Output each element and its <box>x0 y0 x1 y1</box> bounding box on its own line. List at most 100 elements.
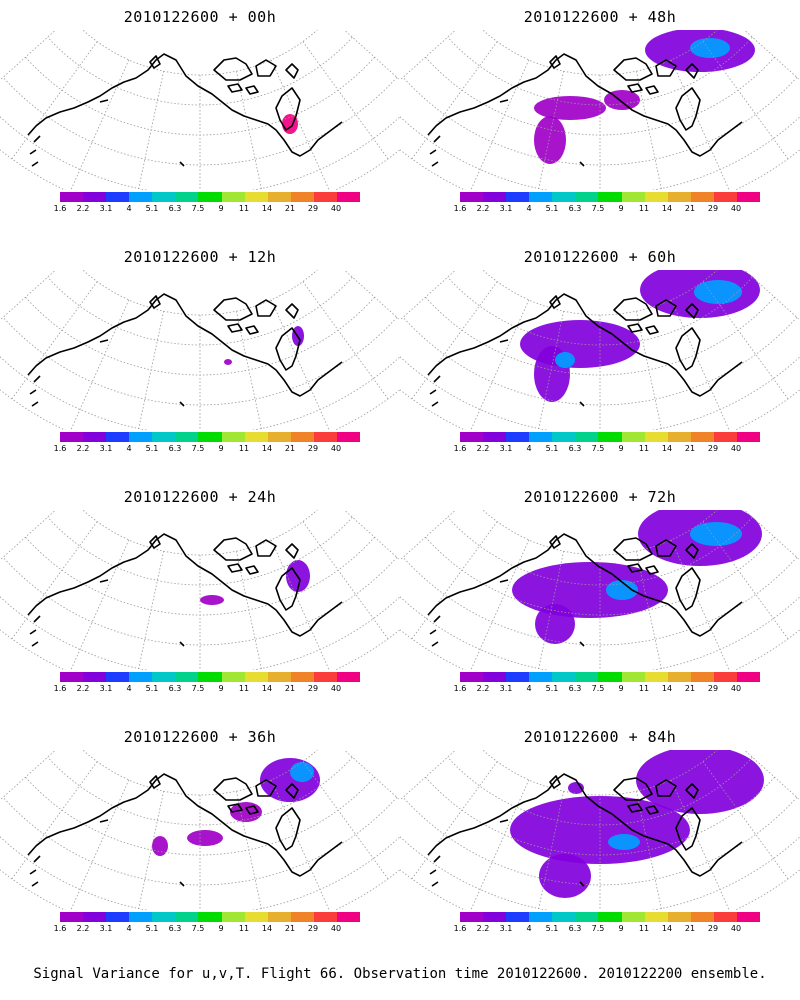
colorbar-label: 11 <box>238 924 250 933</box>
colorbar-label: 21 <box>284 684 296 693</box>
longitude-line <box>470 539 530 670</box>
colorbar-label: 11 <box>238 444 250 453</box>
signal-variance-contour <box>534 96 606 120</box>
colorbar-label: 7.5 <box>591 204 605 213</box>
arctic-island <box>655 59 677 77</box>
colorbar-label: 14 <box>661 924 673 933</box>
coastline <box>27 533 343 637</box>
longitude-line <box>302 761 389 880</box>
colorbar-labels: 1.6 2.2 3.1 4 5.1 6.3 7.5 9 11 14 21 29 40 <box>454 204 760 216</box>
colorbar-swatch <box>129 192 153 202</box>
colorbar-label: 6.3 <box>568 204 582 213</box>
signal-variance-contour <box>512 562 668 618</box>
colorbar-label: 14 <box>661 444 673 453</box>
colorbar-swatch <box>313 672 337 682</box>
colorbar-label: 1.6 <box>53 204 67 213</box>
coastline <box>427 533 743 637</box>
longitude-line <box>670 59 730 190</box>
colorbar-label: 5.1 <box>145 204 159 213</box>
colorbar-label: 9 <box>618 204 624 213</box>
coastline <box>427 293 743 397</box>
coastline <box>27 773 343 877</box>
colorbar-label: 11 <box>638 204 650 213</box>
arctic-island <box>285 303 299 319</box>
coastline <box>27 293 343 397</box>
arctic-island <box>627 803 643 813</box>
hudson-bay-coast <box>675 567 701 611</box>
colorbar-swatch <box>621 192 645 202</box>
colorbar-label: 2.2 <box>76 444 90 453</box>
colorbar-label: 40 <box>730 444 742 453</box>
colorbar-swatch <box>690 672 714 682</box>
colorbar-swatch <box>152 432 176 442</box>
colorbar-label: 2.2 <box>476 444 490 453</box>
colorbar-label: 3.1 <box>99 924 113 933</box>
latitude-line <box>447 36 753 106</box>
colorbar-label: 6.3 <box>168 924 182 933</box>
colorbar-swatch <box>598 432 622 442</box>
signal-variance-contour <box>534 116 566 164</box>
colorbar-label: 6.3 <box>168 684 182 693</box>
island-chain <box>29 339 185 407</box>
arctic-island <box>627 323 643 333</box>
colorbar-swatch <box>460 912 484 922</box>
colorbar-swatch <box>106 672 130 682</box>
latitude-line <box>402 557 798 646</box>
arctic-island <box>613 777 653 801</box>
arctic-island <box>149 775 161 789</box>
colorbar-label: 2.2 <box>76 204 90 213</box>
colorbar-label: 14 <box>261 204 273 213</box>
colorbar-label: 6.3 <box>168 204 182 213</box>
colorbar-labels: 1.6 2.2 3.1 4 5.1 6.3 7.5 9 11 14 21 29 40 <box>54 444 360 456</box>
colorbar-swatch <box>198 192 222 202</box>
polar-stereographic-map <box>0 750 400 910</box>
colorbar-swatch <box>644 672 668 682</box>
signal-variance-contour <box>690 522 742 546</box>
colorbar-label: 4 <box>126 204 132 213</box>
colorbar-label: 29 <box>307 924 319 933</box>
panel-title: 2010122600 + 00h <box>123 8 277 26</box>
colorbar-swatch <box>506 672 530 682</box>
arctic-island <box>549 55 561 69</box>
colorbar-swatch <box>83 432 107 442</box>
longitude-line <box>343 750 400 801</box>
colorbar-swatch <box>175 432 199 442</box>
colorbar-label: 6.3 <box>568 684 582 693</box>
colorbar-label: 1.6 <box>53 684 67 693</box>
island-chain <box>429 819 585 887</box>
colorbar-swatch <box>552 912 576 922</box>
longitude-line <box>400 270 457 321</box>
colorbar-label: 3.1 <box>99 684 113 693</box>
latitude-line <box>82 30 318 76</box>
arctic-island <box>149 295 161 309</box>
colorbar-label: 1.6 <box>453 684 467 693</box>
colorbar-label: 21 <box>684 204 696 213</box>
colorbar-swatch <box>598 192 622 202</box>
colorbar-labels: 1.6 2.2 3.1 4 5.1 6.3 7.5 9 11 14 21 29 40 <box>54 204 360 216</box>
colorbar-swatch <box>552 432 576 442</box>
colorbar-label: 4 <box>526 924 532 933</box>
map-panel-48h: 2010122600 + 48h 1.6 2.2 3.1 4 5.1 6.3 7.5 9 11 14… <box>400 0 800 245</box>
arctic-island <box>655 299 677 317</box>
colorbar-swatch <box>690 432 714 442</box>
longitude-line <box>137 551 165 670</box>
signal-variance-contour <box>690 38 730 58</box>
colorbar-label: 1.6 <box>453 444 467 453</box>
latitude-line <box>82 270 318 316</box>
colorbar-swatch <box>60 192 84 202</box>
panel-title: 2010122600 + 72h <box>523 488 677 506</box>
colorbar-label: 11 <box>238 684 250 693</box>
longitude-line <box>302 41 389 160</box>
colorbar-label: 40 <box>730 204 742 213</box>
colorbar-label: 14 <box>261 444 273 453</box>
colorbar-label: 14 <box>261 924 273 933</box>
arctic-island <box>685 543 699 559</box>
colorbar <box>460 672 761 682</box>
longitude-line <box>411 41 498 160</box>
colorbar-label: 40 <box>730 924 742 933</box>
polar-stereographic-map <box>0 30 400 190</box>
arctic-island <box>213 777 253 801</box>
colorbar-swatch <box>83 912 107 922</box>
longitude-line <box>411 521 498 640</box>
longitude-line <box>411 281 498 400</box>
